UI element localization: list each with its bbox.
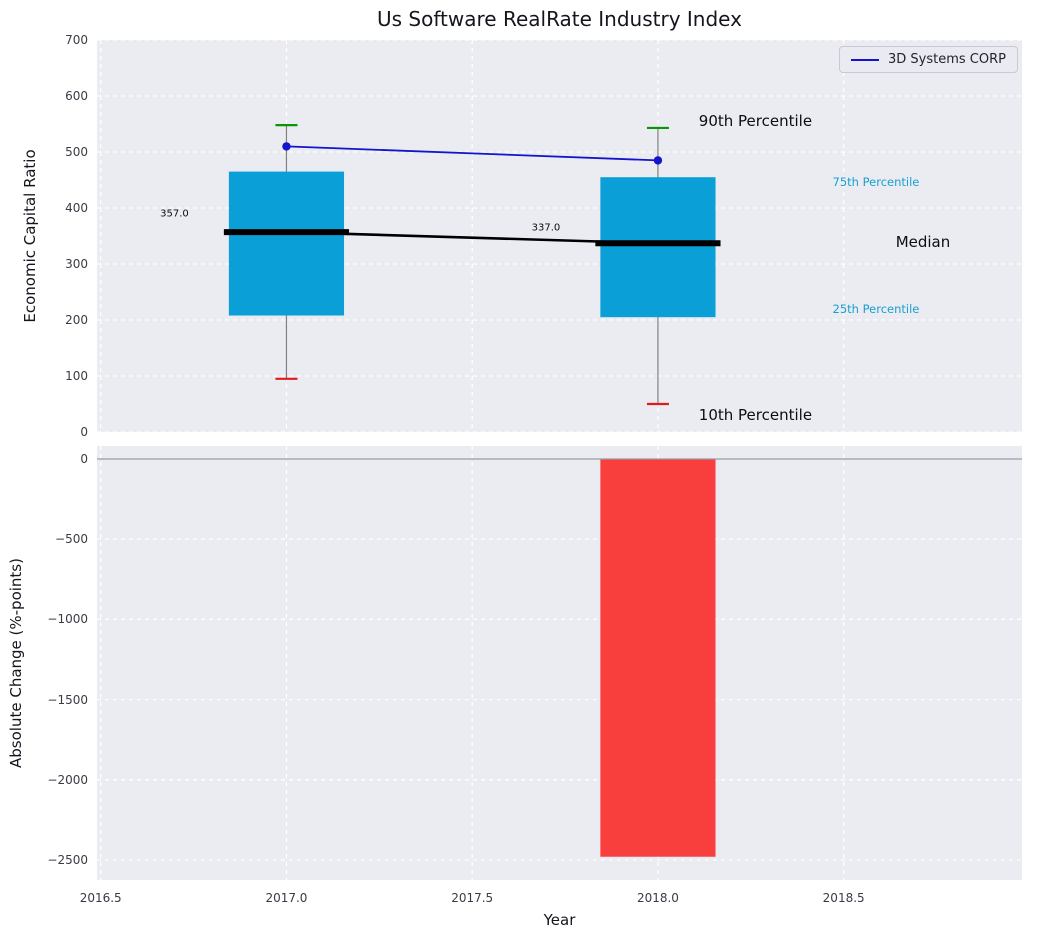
top-y-tick-label: 600 — [65, 89, 88, 103]
company-series-marker — [282, 142, 291, 151]
legend[interactable]: 3D Systems CORP — [839, 46, 1018, 73]
top-y-tick-label: 400 — [65, 201, 88, 215]
bottom-y-axis-label: Absolute Change (%-points) — [7, 558, 25, 768]
percentile-annotation: 25th Percentile — [832, 301, 920, 316]
top-y-tick-label: 300 — [65, 257, 88, 271]
iqr-box — [228, 171, 345, 316]
bottom-y-tick-label: 0 — [80, 451, 88, 466]
bottom-y-tick-label: −1500 — [47, 692, 88, 707]
median-value-label: 337.0 — [531, 222, 561, 234]
chart-title: Us Software RealRate Industry Index — [377, 7, 742, 31]
top-y-tick-label: 100 — [65, 369, 88, 383]
bottom-y-tick-label: −2500 — [47, 852, 88, 867]
top-y-tick-label: 500 — [65, 145, 88, 159]
company-series-marker — [653, 156, 663, 165]
top-y-tick-label: 200 — [65, 313, 88, 327]
x-tick-label: 2016.5 — [79, 891, 122, 905]
iqr-box — [600, 177, 716, 318]
x-axis-label: Year — [543, 911, 576, 929]
legend-line-swatch — [851, 58, 880, 61]
median-value-label: 357.0 — [160, 208, 189, 220]
percentile-annotation: 10th Percentile — [698, 406, 813, 425]
legend-label: 3D Systems CORP — [888, 52, 1006, 67]
bottom-y-tick-label: −2000 — [47, 772, 88, 787]
bottom-panel-bg — [97, 446, 1022, 880]
percentile-annotation: 90th Percentile — [698, 112, 813, 131]
x-tick-label: 2017.0 — [265, 891, 308, 905]
bottom-y-tick-label: −1000 — [47, 612, 88, 627]
x-tick-label: 2018.5 — [822, 891, 865, 905]
top-y-tick-label: 0 — [80, 425, 88, 439]
percentile-annotation: 75th Percentile — [832, 175, 920, 190]
top-y-axis-label: Economic Capital Ratio — [21, 149, 39, 323]
bottom-y-tick-label: −500 — [55, 532, 88, 547]
change-bar — [600, 458, 716, 857]
percentile-annotation: Median — [895, 233, 951, 252]
company-series-line — [286, 145, 658, 162]
x-tick-label: 2018.0 — [636, 891, 679, 905]
x-tick-label: 2017.5 — [451, 891, 494, 905]
top-y-tick-label: 700 — [65, 33, 88, 47]
